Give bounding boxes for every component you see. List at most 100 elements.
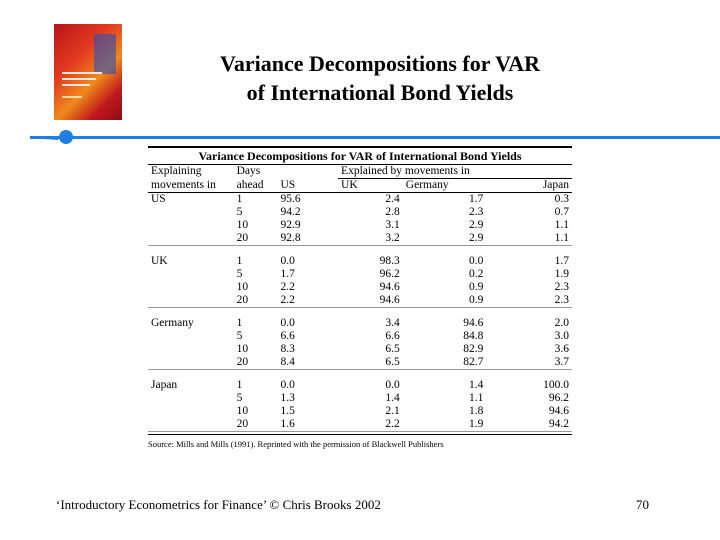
- table-cell: 2.2: [338, 418, 403, 432]
- table-cell: 6.6: [385, 330, 400, 342]
- table-cell: 0.0: [280, 317, 295, 329]
- days-ahead-cell: 5: [236, 268, 243, 280]
- table-cell: 3.6: [554, 343, 569, 355]
- table-cell: 94.6: [379, 281, 400, 293]
- table-cell: 2.3: [486, 294, 572, 308]
- header-germany: Germany: [402, 178, 487, 193]
- table-cell: 1.6: [277, 418, 339, 432]
- table-cell: 1.7: [554, 255, 569, 267]
- table-row: 20 2.2 94.6 0.9 2.3: [148, 294, 572, 308]
- table-cell: 0.0: [468, 255, 484, 267]
- days-ahead-cell: 10: [236, 219, 249, 231]
- table-row: 5 94.2 2.8 2.3 0.7: [148, 206, 572, 219]
- header-movements-in: movements in: [148, 178, 234, 193]
- table-cell: 2.1: [385, 405, 400, 417]
- table-cell: 0.0: [280, 379, 295, 391]
- row-group-label: US: [151, 193, 166, 205]
- table-cell: 1.1: [554, 219, 569, 231]
- table-cell: 84.8: [463, 330, 484, 342]
- table-title: Variance Decompositions for VAR of Inter…: [148, 146, 572, 165]
- table-source-note: Source: Mills and Mills (1991). Reprinte…: [148, 434, 572, 451]
- table-cell: 94.6: [338, 294, 403, 308]
- table-cell: 94.2: [280, 206, 301, 218]
- table-cell: 0.3: [554, 193, 569, 205]
- header-japan: Japan: [486, 178, 572, 193]
- page-number: 70: [636, 497, 649, 512]
- table-row: 10 2.2 94.6 0.9 2.3: [148, 281, 572, 294]
- table-cell: 2.0: [554, 317, 569, 329]
- table-cell: 2.9: [402, 232, 487, 246]
- table-cell: 2.3: [554, 281, 569, 293]
- days-ahead-cell: 20: [233, 232, 278, 246]
- table-cell: 98.3: [379, 255, 400, 267]
- table-cell: 1.4: [385, 392, 400, 404]
- table-cell: 2.3: [468, 206, 484, 218]
- days-ahead-cell: 10: [236, 281, 249, 293]
- table-cell: 1.9: [554, 268, 569, 280]
- table-cell: 95.6: [280, 193, 301, 205]
- table-cell: 96.2: [379, 268, 400, 280]
- table-cell: 3.0: [554, 330, 569, 342]
- variance-decomposition-table: Variance Decompositions for VAR of Inter…: [148, 146, 572, 451]
- table-cell: 8.4: [277, 356, 339, 370]
- table-cell: 96.2: [548, 392, 569, 404]
- table-row: Germany 1 0.0 3.4 94.6 2.0: [148, 317, 572, 330]
- table-body: Explaining Days Explained by movements i…: [148, 165, 572, 432]
- table-cell: 1.5: [280, 405, 295, 417]
- table-cell: 0.2: [468, 268, 484, 280]
- table-row: 10 92.9 3.1 2.9 1.1: [148, 219, 572, 232]
- table-cell: 1.1: [468, 392, 484, 404]
- table-cell: 100.0: [543, 379, 569, 391]
- table-cell: 0.9: [468, 281, 484, 293]
- table-cell: 82.9: [463, 343, 484, 355]
- row-group-label: UK: [151, 255, 168, 267]
- days-ahead-cell: 10: [236, 405, 249, 417]
- days-ahead-cell: 1: [236, 255, 243, 267]
- table-row: 20 8.4 6.5 82.7 3.7: [148, 356, 572, 370]
- table-cell: 0.0: [280, 255, 295, 267]
- header-ahead: ahead: [233, 178, 278, 193]
- title-rule: [30, 136, 720, 139]
- row-group-label: Germany: [151, 317, 194, 329]
- days-ahead-cell: 10: [236, 343, 249, 355]
- table-cell: 2.2: [277, 294, 339, 308]
- table-cell: 1.1: [486, 232, 572, 246]
- table-row: 20 92.8 3.2 2.9 1.1: [148, 232, 572, 246]
- header-days: Days: [236, 165, 261, 177]
- days-ahead-cell: 1: [236, 317, 243, 329]
- table-cell: 2.2: [280, 281, 295, 293]
- slide-title-line2: of International Bond Yields: [246, 80, 514, 105]
- table-row: Japan 1 0.0 0.0 1.4 100.0: [148, 379, 572, 392]
- group-spacer: [148, 370, 572, 380]
- book-cover-image: [54, 24, 122, 120]
- title-rule-dot: [59, 130, 73, 144]
- table-cell: 3.7: [486, 356, 572, 370]
- days-ahead-cell: 5: [236, 392, 243, 404]
- table-cell: 94.2: [486, 418, 572, 432]
- table-cell: 3.4: [385, 317, 400, 329]
- table-row: 5 1.7 96.2 0.2 1.9: [148, 268, 572, 281]
- table-cell: 1.8: [468, 405, 484, 417]
- header-explained-by: Explained by movements in: [338, 165, 572, 179]
- days-ahead-cell: 1: [236, 379, 243, 391]
- group-spacer: [148, 246, 572, 256]
- table-cell: 8.3: [280, 343, 295, 355]
- table-row: 10 8.3 6.5 82.9 3.6: [148, 343, 572, 356]
- days-ahead-cell: 20: [233, 294, 278, 308]
- table-row: 5 6.6 6.6 84.8 3.0: [148, 330, 572, 343]
- days-ahead-cell: 20: [233, 356, 278, 370]
- table-cell: 1.3: [280, 392, 295, 404]
- table-cell: 2.9: [468, 219, 484, 231]
- table-cell: 6.6: [280, 330, 295, 342]
- table-cell: 6.5: [338, 356, 403, 370]
- table-cell: 0.7: [554, 206, 569, 218]
- table-cell: 1.4: [468, 379, 484, 391]
- table-row: US 1 95.6 2.4 1.7 0.3: [148, 193, 572, 207]
- table-cell: 6.5: [385, 343, 400, 355]
- table-cell: 82.7: [402, 356, 487, 370]
- header-us: US: [277, 178, 339, 193]
- table-row: UK 1 0.0 98.3 0.0 1.7: [148, 255, 572, 268]
- group-spacer: [148, 308, 572, 318]
- table-cell: 92.8: [277, 232, 339, 246]
- footer-citation: ‘Introductory Econometrics for Finance’ …: [56, 497, 381, 512]
